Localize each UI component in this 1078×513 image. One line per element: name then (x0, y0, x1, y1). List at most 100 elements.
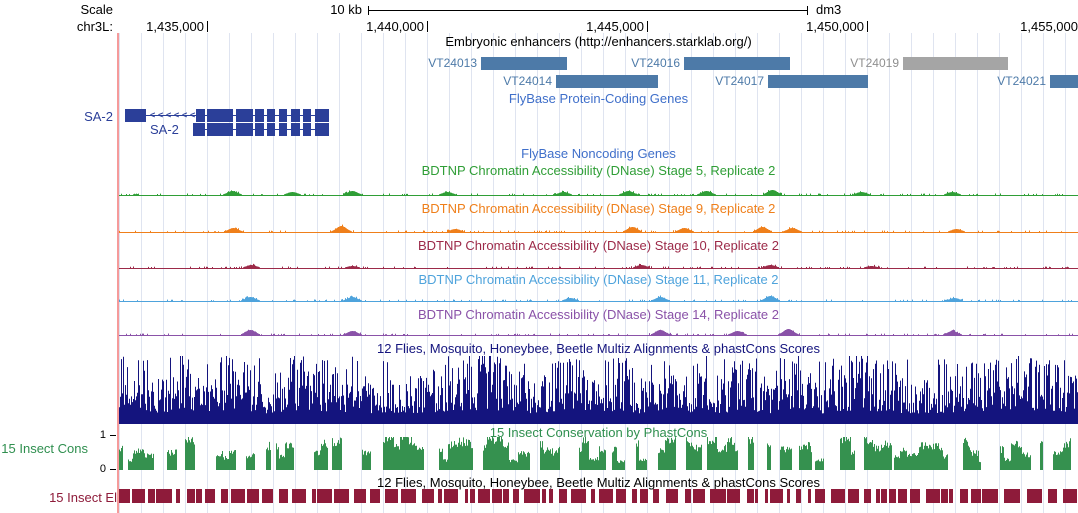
gene-exon[interactable] (303, 123, 311, 136)
track-title-multiz-dense[interactable]: 12 Flies, Mosquito, Honeybee, Beetle Mul… (377, 475, 820, 490)
track-title-dnase-stage9[interactable]: BDTNP Chromatin Accessibility (DNase) St… (421, 201, 776, 216)
gridline (581, 33, 582, 513)
strand-arrow-icon: < (158, 110, 164, 120)
elements-left-label[interactable]: 15 Insect El (49, 490, 117, 505)
gridline (867, 33, 868, 513)
gene-exon[interactable] (255, 109, 264, 122)
gene-exon[interactable] (207, 123, 233, 136)
signal-track-stage10[interactable] (119, 257, 1078, 269)
gridline (361, 33, 362, 513)
gridline (757, 33, 758, 513)
gene-exon[interactable] (236, 109, 253, 122)
chromosome-label: chr3L: (76, 19, 113, 34)
track-title-multiz-pack[interactable]: 12 Flies, Mosquito, Honeybee, Beetle Mul… (377, 341, 820, 356)
enhancer-label-VT24019: VT24019 (850, 56, 899, 70)
track-title-flybase-coding[interactable]: FlyBase Protein-Coding Genes (508, 91, 689, 106)
gridline (185, 33, 186, 513)
gridline (977, 33, 978, 513)
gene-exon[interactable] (193, 123, 205, 136)
gridline (603, 33, 604, 513)
gene-exon[interactable] (125, 109, 146, 122)
coordinate-label: 1,450,000 (806, 19, 864, 34)
gridline (339, 33, 340, 513)
signal-track-stage5[interactable] (119, 184, 1078, 196)
gridline (713, 33, 714, 513)
gridline (141, 33, 142, 513)
strand-arrow-icon: < (190, 110, 196, 120)
gridline (647, 33, 648, 513)
track-title-enhancers[interactable]: Embryonic enhancers (http://enhancers.st… (445, 34, 752, 49)
gene-exon[interactable] (196, 109, 205, 122)
track-title-dnase-stage14[interactable]: BDTNP Chromatin Accessibility (DNase) St… (417, 307, 780, 322)
strand-arrow-icon: < (174, 110, 180, 120)
gridline (207, 33, 208, 513)
gene-exon[interactable] (279, 109, 287, 122)
coordinate-label: 1,445,000 (586, 19, 644, 34)
coordinate-tick (427, 21, 428, 32)
signal-track-stage9[interactable] (119, 221, 1078, 233)
track-title-dnase-stage11[interactable]: BDTNP Chromatin Accessibility (DNase) St… (418, 272, 779, 287)
gridline (295, 33, 296, 513)
multiz-alignment-histogram[interactable] (119, 356, 1078, 424)
conservation-histogram[interactable] (119, 437, 1078, 470)
y-axis-max-label: 1 (99, 429, 106, 441)
track-title-dnase-stage5[interactable]: BDTNP Chromatin Accessibility (DNase) St… (421, 163, 776, 178)
gene-isoform-label[interactable]: SA-2 (150, 122, 179, 137)
gridline (1065, 33, 1066, 513)
conservation-left-label[interactable]: 15 Insect Cons (1, 441, 88, 456)
gene-exon[interactable] (267, 109, 275, 122)
gridline (1021, 33, 1022, 513)
gene-exon[interactable] (303, 109, 311, 122)
gene-exon[interactable] (291, 123, 300, 136)
y-axis-min-label: 0 (99, 463, 106, 475)
gene-exon[interactable] (236, 123, 253, 136)
gridline (229, 33, 230, 513)
gene-exon[interactable] (267, 123, 275, 136)
signal-track-stage14[interactable] (119, 324, 1078, 336)
enhancer-block-VT24014[interactable] (556, 75, 658, 88)
gridline (1043, 33, 1044, 513)
gridline (845, 33, 846, 513)
enhancer-block-VT24021[interactable] (1050, 75, 1078, 88)
gridline (933, 33, 934, 513)
coordinate-label: 1,435,000 (146, 19, 204, 34)
position-marker-line (117, 33, 119, 513)
enhancer-label-VT24014: VT24014 (503, 74, 552, 88)
gridline (735, 33, 736, 513)
enhancer-block-VT24016[interactable] (684, 57, 790, 70)
gene-exon[interactable] (315, 123, 329, 136)
gridline (999, 33, 1000, 513)
gridline (471, 33, 472, 513)
gene-exon[interactable] (315, 109, 329, 122)
conserved-elements-track[interactable] (119, 489, 1078, 504)
scale-label: Scale (80, 2, 113, 17)
gene-exon[interactable] (291, 109, 300, 122)
gene-exon[interactable] (207, 109, 233, 122)
track-title-dnase-stage10[interactable]: BDTNP Chromatin Accessibility (DNase) St… (417, 238, 780, 253)
gridline (669, 33, 670, 513)
signal-track-stage11[interactable] (119, 290, 1078, 302)
coordinate-tick (867, 21, 868, 32)
assembly-label: dm3 (816, 2, 842, 17)
track-title-phastcons[interactable]: 15 Insect Conservation by PhastCons (489, 425, 708, 440)
track-title-flybase-noncoding[interactable]: FlyBase Noncoding Genes (521, 146, 676, 161)
gridline (449, 33, 450, 513)
enhancer-block-VT24013[interactable] (481, 57, 567, 70)
gridline (405, 33, 406, 513)
gridline (251, 33, 252, 513)
gene-left-label[interactable]: SA-2 (84, 109, 113, 124)
enhancer-label-VT24021: VT24021 (997, 74, 1046, 88)
enhancer-block-VT24019[interactable] (903, 57, 1008, 70)
gridline (889, 33, 890, 513)
enhancer-block-VT24017[interactable] (768, 75, 868, 88)
gene-exon[interactable] (279, 123, 287, 136)
gridline (163, 33, 164, 513)
enhancer-label-VT24017: VT24017 (715, 74, 764, 88)
gridline (779, 33, 780, 513)
gridline (823, 33, 824, 513)
y-axis-min-tick (110, 469, 116, 470)
gridline (955, 33, 956, 513)
enhancer-label-VT24013: VT24013 (428, 56, 477, 70)
gene-exon[interactable] (255, 123, 264, 136)
